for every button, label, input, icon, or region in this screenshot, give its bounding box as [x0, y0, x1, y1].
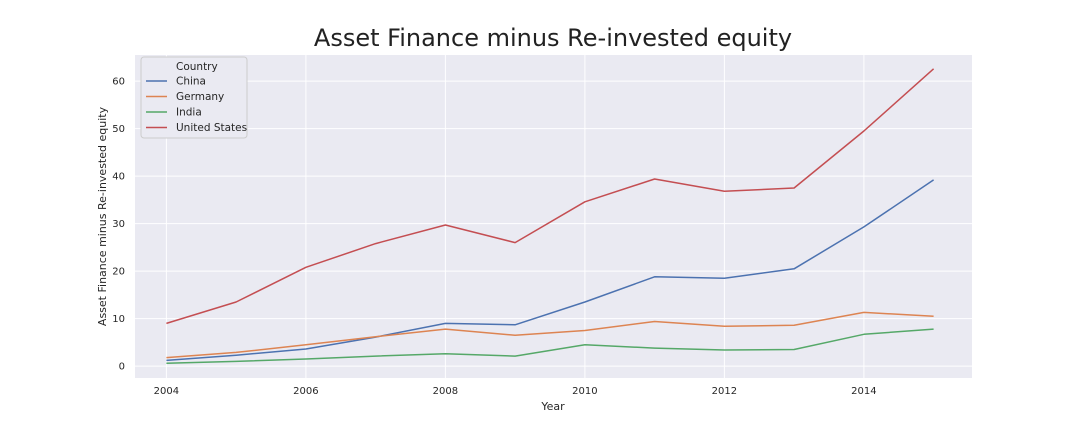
y-tick-label: 20	[112, 267, 125, 278]
x-tick-label: 2012	[712, 386, 737, 397]
y-axis-ticks: 0 10 20 30 40 50 60	[112, 77, 125, 373]
plot-area	[135, 55, 972, 378]
y-tick-label: 50	[112, 124, 125, 135]
grid-lines	[135, 55, 972, 378]
x-axis-ticks: 2004 2006 2008 2010 2012 2014	[154, 386, 877, 397]
y-tick-label: 30	[112, 219, 125, 230]
series-line-china	[166, 179, 935, 362]
y-tick-label: 40	[112, 172, 125, 183]
series-line-germany	[166, 311, 934, 359]
x-tick-label: 2010	[572, 386, 597, 397]
legend-label-china: China	[176, 76, 206, 88]
series-line-united-states	[166, 68, 935, 325]
legend-label-united-states: United States	[176, 122, 247, 134]
x-tick-label: 2004	[154, 386, 179, 397]
legend: Country China Germany India United States	[140, 56, 248, 139]
x-tick-label: 2006	[293, 386, 318, 397]
x-tick-label: 2014	[851, 386, 876, 397]
x-axis-label: Year	[540, 400, 565, 413]
legend-label-india: India	[176, 107, 202, 119]
y-tick-label: 0	[119, 362, 125, 373]
x-tick-label: 2008	[433, 386, 458, 397]
y-tick-label: 10	[112, 314, 125, 325]
chart-title: Asset Finance minus Re-invested equity	[314, 24, 792, 52]
legend-title: Country	[176, 61, 218, 73]
series-line-india	[166, 328, 934, 365]
legend-box	[140, 56, 248, 139]
legend-label-germany: Germany	[176, 91, 224, 103]
y-axis-label: Asset Finance minus Re-invested equity	[96, 106, 109, 326]
series-layer	[166, 68, 935, 365]
y-tick-label: 60	[112, 77, 125, 88]
